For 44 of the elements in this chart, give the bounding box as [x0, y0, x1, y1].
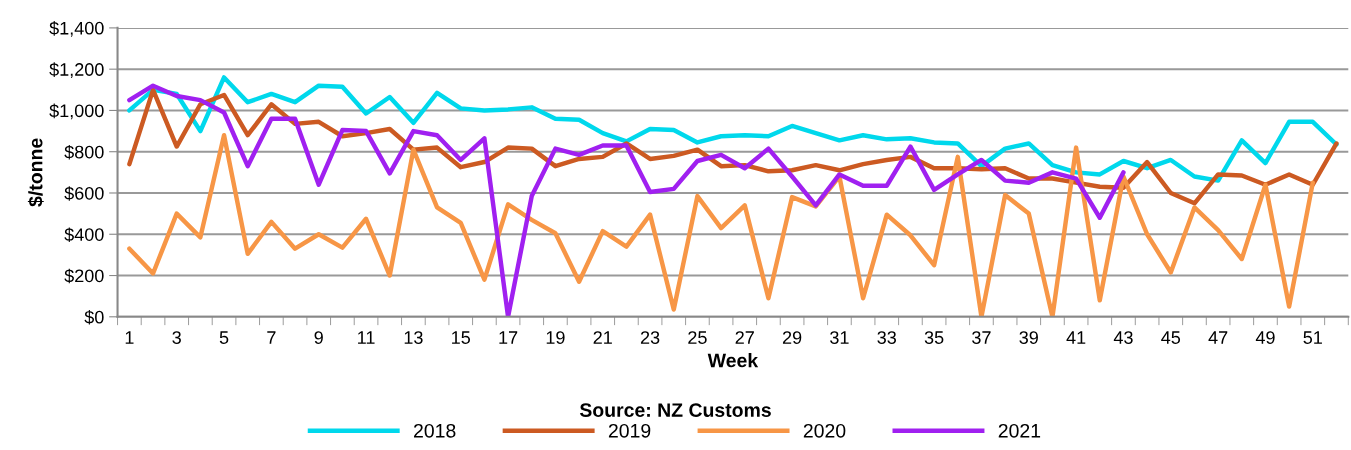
x-tick-label: 3: [172, 331, 181, 344]
source-note: Source: NZ Customs: [579, 403, 771, 417]
x-tick-label: 1: [125, 331, 134, 344]
line-series: [127, 83, 1126, 317]
y-tick-label: $1,000: [49, 103, 104, 120]
x-tick-label: 39: [1019, 331, 1038, 344]
y-tick-label: $1,400: [49, 21, 104, 37]
y-axis-title: $/tonne: [27, 138, 44, 207]
y-tick-label: $600: [64, 186, 104, 201]
x-tick-label: 47: [1208, 331, 1228, 344]
x-tick-label: 35: [924, 331, 944, 344]
x-tick-label: 51: [1303, 331, 1322, 344]
legend-label: 2021: [998, 423, 1041, 438]
x-axis-title: Week: [707, 353, 759, 368]
x-tick-label: 37: [972, 331, 991, 344]
x-tick-label: 29: [782, 331, 802, 344]
x-tick-label: 23: [640, 331, 660, 344]
x-tick-label: 11: [358, 331, 375, 344]
x-tick-label: 49: [1255, 331, 1275, 344]
x-tick-label: 43: [1113, 331, 1133, 344]
x-tick-label: 19: [546, 331, 565, 344]
x-tick-label: 13: [404, 331, 423, 344]
x-tick-label: 33: [877, 331, 897, 344]
line-series: [127, 132, 1316, 317]
y-tick-label: $0: [84, 309, 104, 325]
x-tick-label: 9: [314, 331, 323, 344]
x-tick-label: 31: [830, 331, 849, 344]
x-tick-label: 5: [219, 331, 229, 344]
legend-label: 2020: [803, 423, 846, 438]
x-tick-label: 45: [1161, 331, 1181, 344]
x-tick-label: 41: [1066, 331, 1086, 344]
y-tick-label: $800: [64, 144, 104, 160]
y-tick-label: $200: [64, 268, 104, 284]
x-tick-label: 17: [499, 331, 518, 344]
y-tick-label: $1,200: [49, 62, 104, 79]
x-tick-label: 7: [267, 331, 276, 344]
line-series: [127, 75, 1339, 183]
legend-label: 2018: [414, 423, 456, 438]
legend-label: 2019: [608, 423, 651, 438]
x-tick-label: 25: [688, 331, 707, 344]
x-tick-label: 21: [593, 331, 612, 344]
x-tick-label: 15: [452, 331, 471, 344]
y-tick-label: $400: [64, 227, 104, 243]
x-tick-label: 27: [735, 331, 754, 344]
